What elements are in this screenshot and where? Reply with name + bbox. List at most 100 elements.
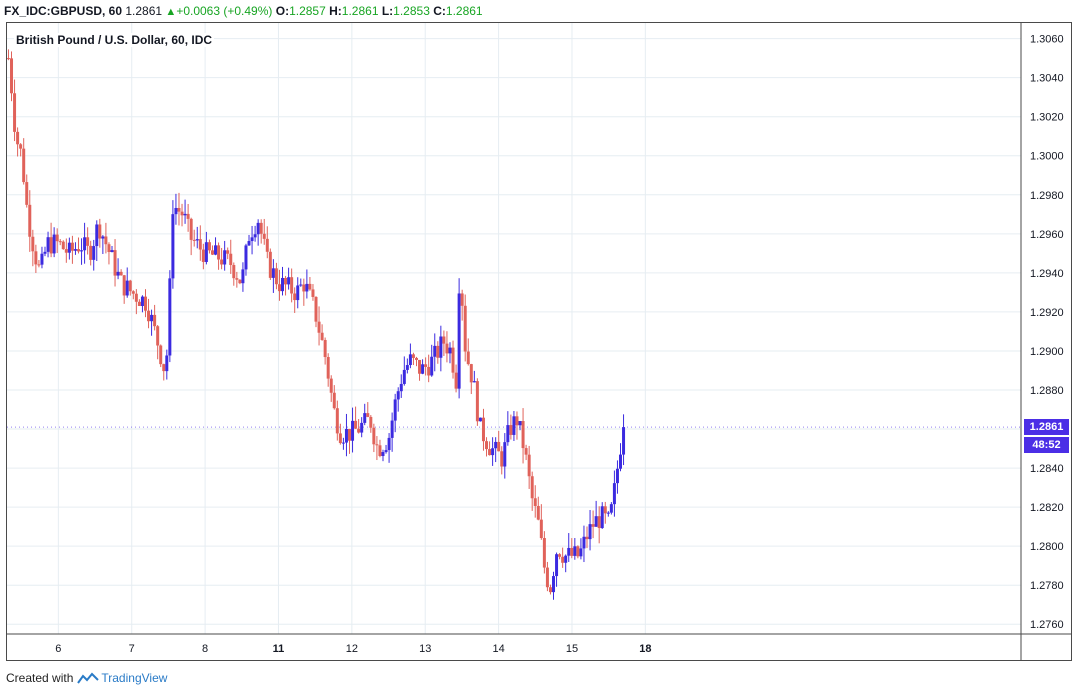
candle-body bbox=[40, 253, 44, 265]
candle-body bbox=[533, 498, 537, 506]
candle-body bbox=[320, 332, 324, 340]
candle-body bbox=[119, 271, 123, 276]
candle-body bbox=[6, 58, 10, 60]
candle-body bbox=[600, 506, 604, 529]
candle-body bbox=[393, 399, 397, 421]
candle-body bbox=[253, 234, 257, 238]
high-label: H: bbox=[329, 4, 342, 18]
candle-body bbox=[430, 356, 434, 376]
candle-body bbox=[293, 293, 297, 301]
candle-body bbox=[55, 234, 59, 242]
candle-body bbox=[159, 345, 163, 365]
candle-body bbox=[223, 250, 227, 265]
candle-body bbox=[19, 144, 23, 149]
candle-body bbox=[83, 237, 87, 251]
high-value: 1.2861 bbox=[341, 4, 379, 18]
candle-body bbox=[329, 378, 333, 393]
tradingview-brand[interactable]: TradingView bbox=[101, 671, 168, 685]
candle-body bbox=[195, 239, 199, 241]
candle-body bbox=[351, 420, 355, 441]
open-label: O: bbox=[275, 4, 290, 18]
candles bbox=[6, 49, 626, 600]
candle-body bbox=[140, 296, 144, 306]
candle-body bbox=[552, 576, 556, 593]
candle-body bbox=[396, 391, 400, 400]
candle-body bbox=[591, 524, 595, 527]
y-tick-label: 1.2780 bbox=[1030, 580, 1064, 592]
candle-body bbox=[558, 554, 562, 557]
candle-body bbox=[122, 275, 126, 296]
candle-body bbox=[433, 345, 437, 357]
candle-body bbox=[506, 425, 510, 443]
candle-body bbox=[564, 555, 568, 563]
candle-body bbox=[259, 222, 263, 234]
candle-body bbox=[488, 449, 492, 456]
candle-body bbox=[238, 279, 242, 284]
candle-body bbox=[527, 454, 531, 477]
candle-body bbox=[22, 148, 26, 183]
symbol-label[interactable]: FX_IDC:GBPUSD, 60 bbox=[4, 4, 123, 18]
candle-body bbox=[10, 58, 14, 94]
x-tick-label: 12 bbox=[346, 643, 358, 655]
candle-body bbox=[177, 207, 181, 212]
candle-body bbox=[515, 416, 519, 426]
candle-body bbox=[317, 321, 321, 333]
candle-body bbox=[241, 269, 245, 284]
candle-body bbox=[530, 476, 534, 499]
candle-body bbox=[344, 428, 348, 443]
x-tick-label: 14 bbox=[492, 643, 504, 655]
candle-body bbox=[411, 354, 415, 358]
candle-body bbox=[384, 450, 388, 453]
candle-body bbox=[49, 237, 53, 254]
candle-body bbox=[80, 250, 84, 252]
candle-body bbox=[548, 587, 552, 593]
y-tick-label: 1.3060 bbox=[1030, 34, 1064, 46]
chart-title: British Pound / U.S. Dollar, 60, IDC bbox=[14, 33, 215, 47]
candle-body bbox=[125, 280, 129, 296]
candle-body bbox=[168, 278, 172, 356]
x-tick-label: 18 bbox=[639, 643, 651, 655]
candle-body bbox=[341, 442, 345, 444]
candle-body bbox=[503, 442, 507, 467]
last-price: 1.2861 bbox=[125, 4, 163, 18]
candle-body bbox=[101, 236, 105, 239]
candle-body bbox=[381, 452, 385, 457]
candle-body bbox=[308, 283, 312, 290]
candle-body bbox=[421, 364, 425, 374]
y-tick-label: 1.2760 bbox=[1030, 619, 1064, 631]
candle-body bbox=[165, 355, 169, 372]
symbol-header: FX_IDC:GBPUSD, 60 1.2861 ▲+0.0063 (+0.49… bbox=[0, 0, 1077, 22]
candle-body bbox=[271, 268, 275, 278]
candle-body bbox=[31, 236, 35, 252]
candle-body bbox=[622, 427, 626, 455]
candle-body bbox=[463, 305, 467, 352]
candle-body bbox=[512, 416, 516, 435]
candle-body bbox=[134, 293, 138, 302]
low-value: 1.2853 bbox=[393, 4, 430, 18]
candle-body bbox=[612, 483, 616, 505]
candle-body bbox=[174, 207, 178, 215]
bar-countdown-badge: 48:52 bbox=[1024, 437, 1069, 453]
candle-body bbox=[451, 347, 455, 373]
candle-body bbox=[348, 428, 352, 441]
y-tick-label: 1.2920 bbox=[1030, 307, 1064, 319]
y-tick-label: 1.2800 bbox=[1030, 541, 1064, 553]
candle-body bbox=[147, 310, 151, 322]
candle-body bbox=[210, 250, 214, 255]
candle-body bbox=[357, 428, 361, 433]
candle-body bbox=[86, 237, 90, 246]
last-price-badge: 1.2861 bbox=[1024, 419, 1069, 435]
candle-body bbox=[594, 516, 598, 527]
candle-body bbox=[335, 408, 339, 434]
candle-body bbox=[198, 239, 202, 250]
candle-body bbox=[290, 277, 294, 294]
candle-body bbox=[52, 234, 56, 254]
candle-body bbox=[305, 283, 309, 292]
candle-body bbox=[150, 314, 154, 322]
candle-body bbox=[414, 357, 418, 360]
candle-body bbox=[408, 354, 412, 366]
candle-body bbox=[360, 422, 364, 433]
candle-body bbox=[579, 548, 583, 557]
candle-body bbox=[555, 554, 559, 577]
